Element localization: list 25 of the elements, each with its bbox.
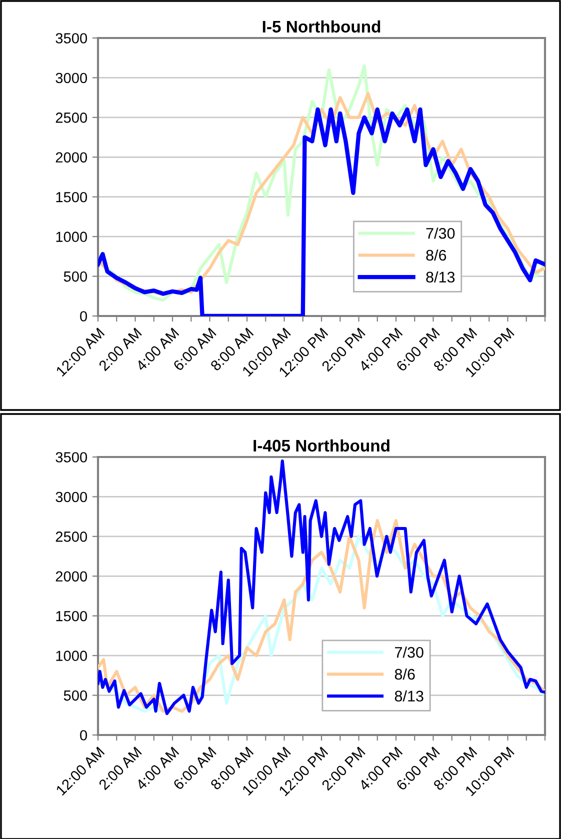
y-tick-label: 3500 bbox=[56, 33, 88, 44]
y-tick-label: 0 bbox=[80, 311, 88, 322]
y-tick-label: 500 bbox=[64, 271, 88, 282]
legend-label: 7/30 bbox=[395, 646, 424, 658]
y-tick-label: 1500 bbox=[56, 610, 88, 622]
legend-label: 8/13 bbox=[394, 690, 424, 702]
y-tick-label: 0 bbox=[80, 730, 88, 740]
y-tick-label: 2500 bbox=[56, 532, 88, 542]
y-tick-label: 3500 bbox=[56, 452, 88, 462]
y-tick-label: 1000 bbox=[56, 232, 88, 242]
y-tick-label: 2000 bbox=[56, 571, 88, 582]
y-tick-label: 2500 bbox=[56, 112, 88, 123]
legend-label: 8/13 bbox=[426, 271, 455, 283]
legend-label: 7/30 bbox=[426, 228, 455, 239]
legend-label: 8/6 bbox=[426, 249, 446, 261]
y-tick-label: 1000 bbox=[56, 650, 88, 661]
legend-label: 8/6 bbox=[394, 668, 415, 680]
y-tick-label: 1500 bbox=[56, 192, 88, 202]
line-series bbox=[98, 459, 545, 716]
y-tick-label: 500 bbox=[64, 690, 88, 701]
y-tick-label: 3000 bbox=[56, 492, 88, 502]
y-tick-label: 3000 bbox=[56, 72, 88, 84]
chart-title: I-405 Northbound bbox=[254, 439, 390, 452]
y-tick-label: 2000 bbox=[56, 152, 88, 163]
chart-title: I-5 Northbound bbox=[262, 20, 380, 33]
